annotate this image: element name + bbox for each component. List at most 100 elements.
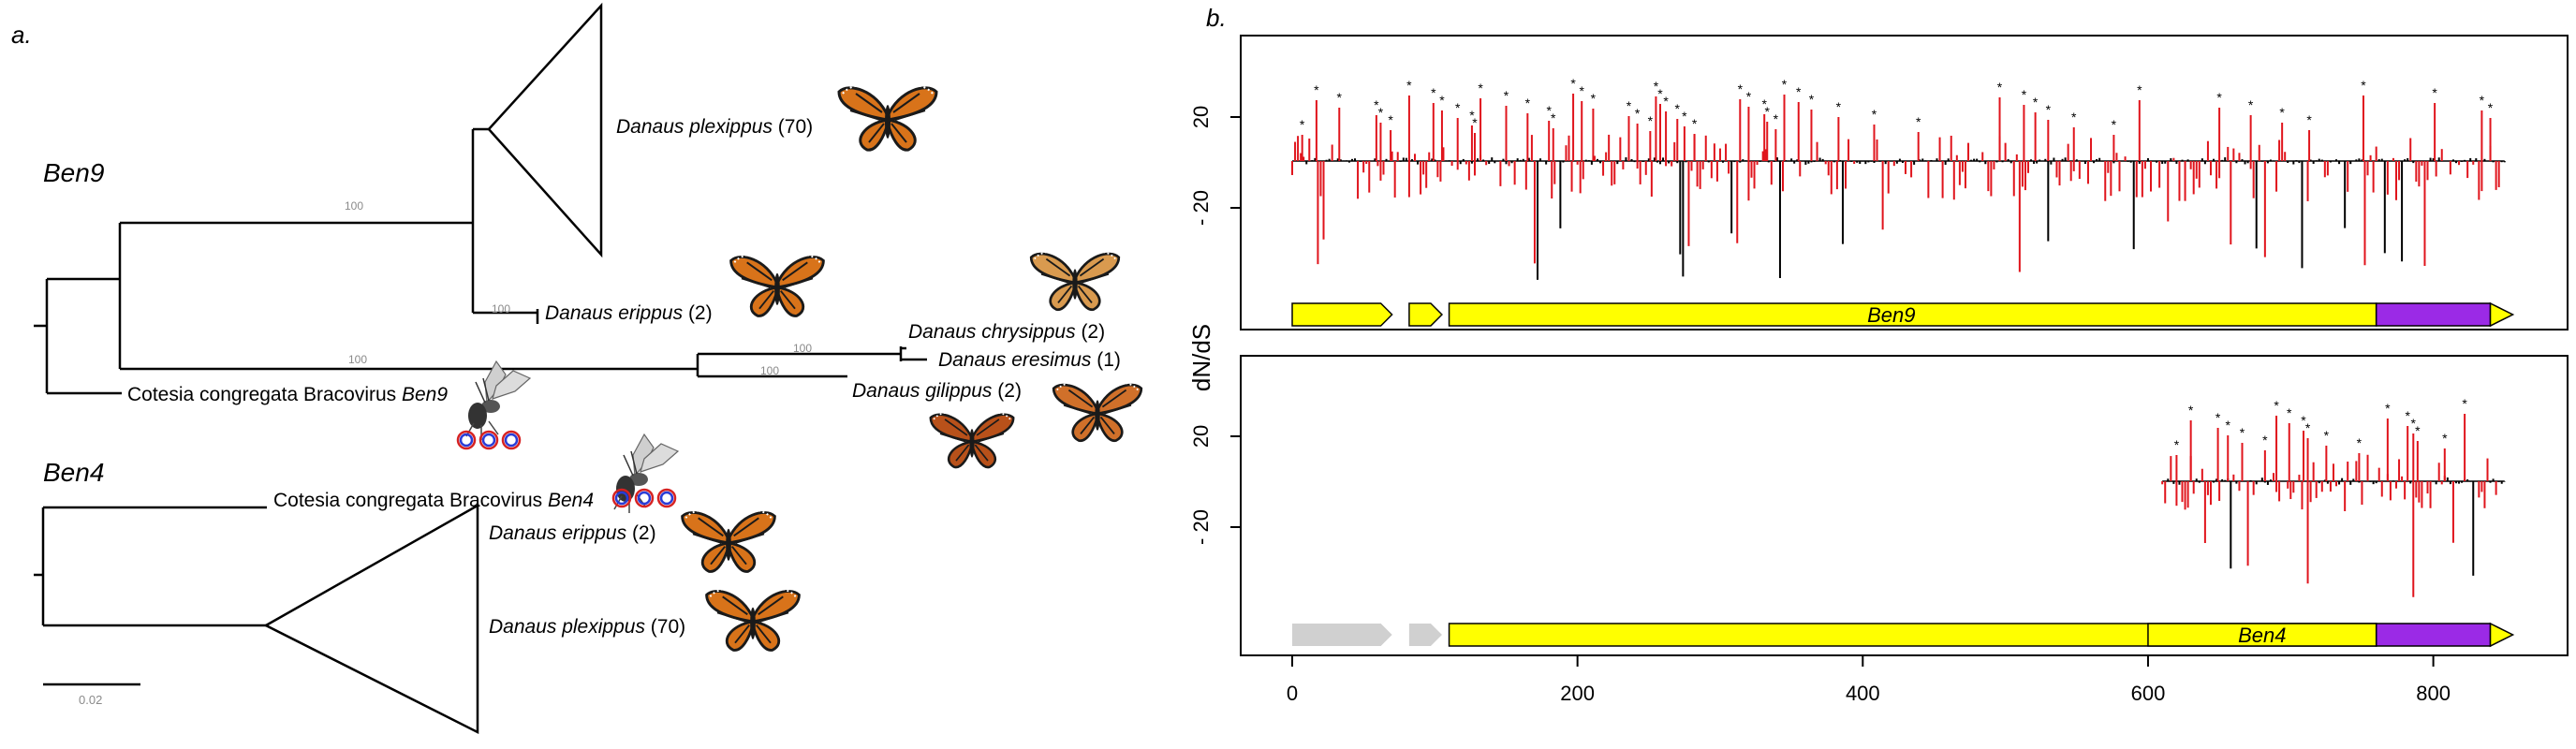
significance-star: * <box>1657 86 1663 101</box>
gene-segment <box>1408 302 1444 327</box>
x-tick-label: 400 <box>1846 682 1880 705</box>
y-tick-label: 20 <box>1189 106 1213 128</box>
significance-star: * <box>1796 84 1802 99</box>
gene-label: Ben9 <box>1867 303 1915 327</box>
significance-star: * <box>1635 106 1641 121</box>
ben9-taxon-labels: Danaus plexippus (70) Danaus erippus (2)… <box>127 116 1121 405</box>
significance-star: * <box>2415 423 2421 438</box>
significance-star: * <box>1478 81 1483 95</box>
butterfly-icon <box>1029 250 1121 311</box>
clade-label-ben9: Ben9 <box>43 158 104 187</box>
collapsed-clade-ben4-danaus <box>263 503 479 735</box>
significance-star: * <box>2361 78 2366 93</box>
svg-text:0.02: 0.02 <box>79 693 102 707</box>
clade-label-ben4: Ben4 <box>43 458 104 487</box>
butterfly-icon <box>1052 381 1143 442</box>
butterfly-icon <box>929 411 1015 469</box>
gene-arrowhead <box>2489 301 2515 328</box>
significance-star: * <box>1663 94 1669 109</box>
significance-star: * <box>1782 77 1788 92</box>
significance-star: * <box>2046 102 2052 117</box>
significance-star: * <box>1314 82 1319 97</box>
plot-frame <box>1240 35 2569 330</box>
significance-star: * <box>1300 117 1305 132</box>
significance-star: * <box>2216 90 2222 105</box>
significance-star: * <box>1675 101 1681 116</box>
svg-text:Danaus plexippus (70): Danaus plexippus (70) <box>616 116 813 138</box>
significance-star: * <box>2462 396 2467 411</box>
significance-star: * <box>2287 405 2292 420</box>
butterfly-icon <box>705 588 801 652</box>
svg-text:Danaus erippus (2): Danaus erippus (2) <box>489 522 656 544</box>
significance-star: * <box>1378 105 1384 120</box>
significance-star: * <box>1836 99 1842 114</box>
butterfly-icon <box>837 84 938 152</box>
gene-segment <box>1448 302 2377 327</box>
significance-star: * <box>1774 111 1779 126</box>
significance-star: * <box>1455 100 1461 115</box>
significance-star: * <box>1546 103 1552 118</box>
significance-star: * <box>1469 108 1475 123</box>
significance-star: * <box>2385 401 2391 416</box>
plot-frame <box>1240 355 2569 656</box>
significance-star: * <box>1570 76 1576 91</box>
significance-star: * <box>1761 96 1767 111</box>
significance-star: * <box>1765 104 1771 119</box>
panel-a-label: a. <box>11 21 32 49</box>
significance-star: * <box>1997 80 2003 95</box>
significance-star: * <box>2480 93 2485 108</box>
significance-star: * <box>1809 92 1815 107</box>
significance-star: * <box>2324 428 2330 443</box>
y-axis-title: dN/dS <box>1187 324 1215 391</box>
significance-star: * <box>1406 78 1412 93</box>
x-axis: 0 200 400 600 800 <box>1287 655 2451 705</box>
significance-star: * <box>1627 98 1632 113</box>
significance-star: * <box>2442 431 2448 446</box>
svg-text:100: 100 <box>345 199 363 213</box>
significance-star: * <box>2137 82 2142 97</box>
gene-arrowhead <box>2489 622 2515 648</box>
gene-segment <box>2375 623 2492 647</box>
collapsed-clade-ben9-plexippus <box>487 2 603 258</box>
svg-text:100: 100 <box>760 364 779 377</box>
significance-star: * <box>2488 100 2494 115</box>
significance-star: * <box>1551 110 1556 125</box>
wasp-icon <box>465 360 531 441</box>
svg-text:Danaus chrysippus (2): Danaus chrysippus (2) <box>908 321 1105 343</box>
significance-star: * <box>2411 416 2417 431</box>
significance-star: * <box>2305 420 2311 435</box>
phylogeny-ben9 <box>34 127 927 395</box>
significance-star: * <box>1472 115 1478 130</box>
significance-star: * <box>2022 87 2027 102</box>
gene-segment <box>2375 302 2492 327</box>
x-tick-label: 0 <box>1287 682 1298 705</box>
significance-star: * <box>2112 117 2117 132</box>
phylogeny-ben4 <box>34 506 267 627</box>
gene-segment <box>1408 624 1442 646</box>
y-tick-label: - 20 <box>1189 190 1213 226</box>
bracovirus-circles <box>456 430 677 508</box>
butterfly-illustrations <box>681 84 1143 652</box>
subplot-ben9: 20- 20** * * * ** * * * *** * * * ** * * * * ** * * * * ** * ** *… <box>1189 35 2569 330</box>
svg-text:Danaus eresimus (1): Danaus eresimus (1) <box>938 349 1121 371</box>
significance-star: * <box>2262 433 2268 448</box>
significance-star: * <box>2226 418 2231 433</box>
significance-star: * <box>1738 81 1744 96</box>
subplot-ben4: 20- 20** * * * ** * * * * ** * * * **Ben4 <box>1189 355 2569 656</box>
panel-a: a. 100 100 100 100 100 <box>11 2 1143 735</box>
significance-star: * <box>1692 116 1698 131</box>
significance-star: * <box>2071 110 2077 125</box>
gene-segment <box>1291 302 1393 327</box>
significance-star: * <box>2405 408 2410 423</box>
svg-text:Danaus erippus (2): Danaus erippus (2) <box>545 302 713 324</box>
svg-text:100: 100 <box>793 342 812 355</box>
svg-text:Danaus plexippus (70): Danaus plexippus (70) <box>489 616 685 638</box>
x-tick-label: 600 <box>2131 682 2166 705</box>
significance-star: * <box>2188 403 2194 418</box>
x-tick-label: 200 <box>1560 682 1595 705</box>
significance-star: * <box>2274 398 2279 413</box>
significance-star: * <box>2174 437 2180 452</box>
significance-star: * <box>1648 113 1654 128</box>
butterfly-icon <box>729 254 825 317</box>
gene-label: Ben4 <box>2238 624 2286 647</box>
